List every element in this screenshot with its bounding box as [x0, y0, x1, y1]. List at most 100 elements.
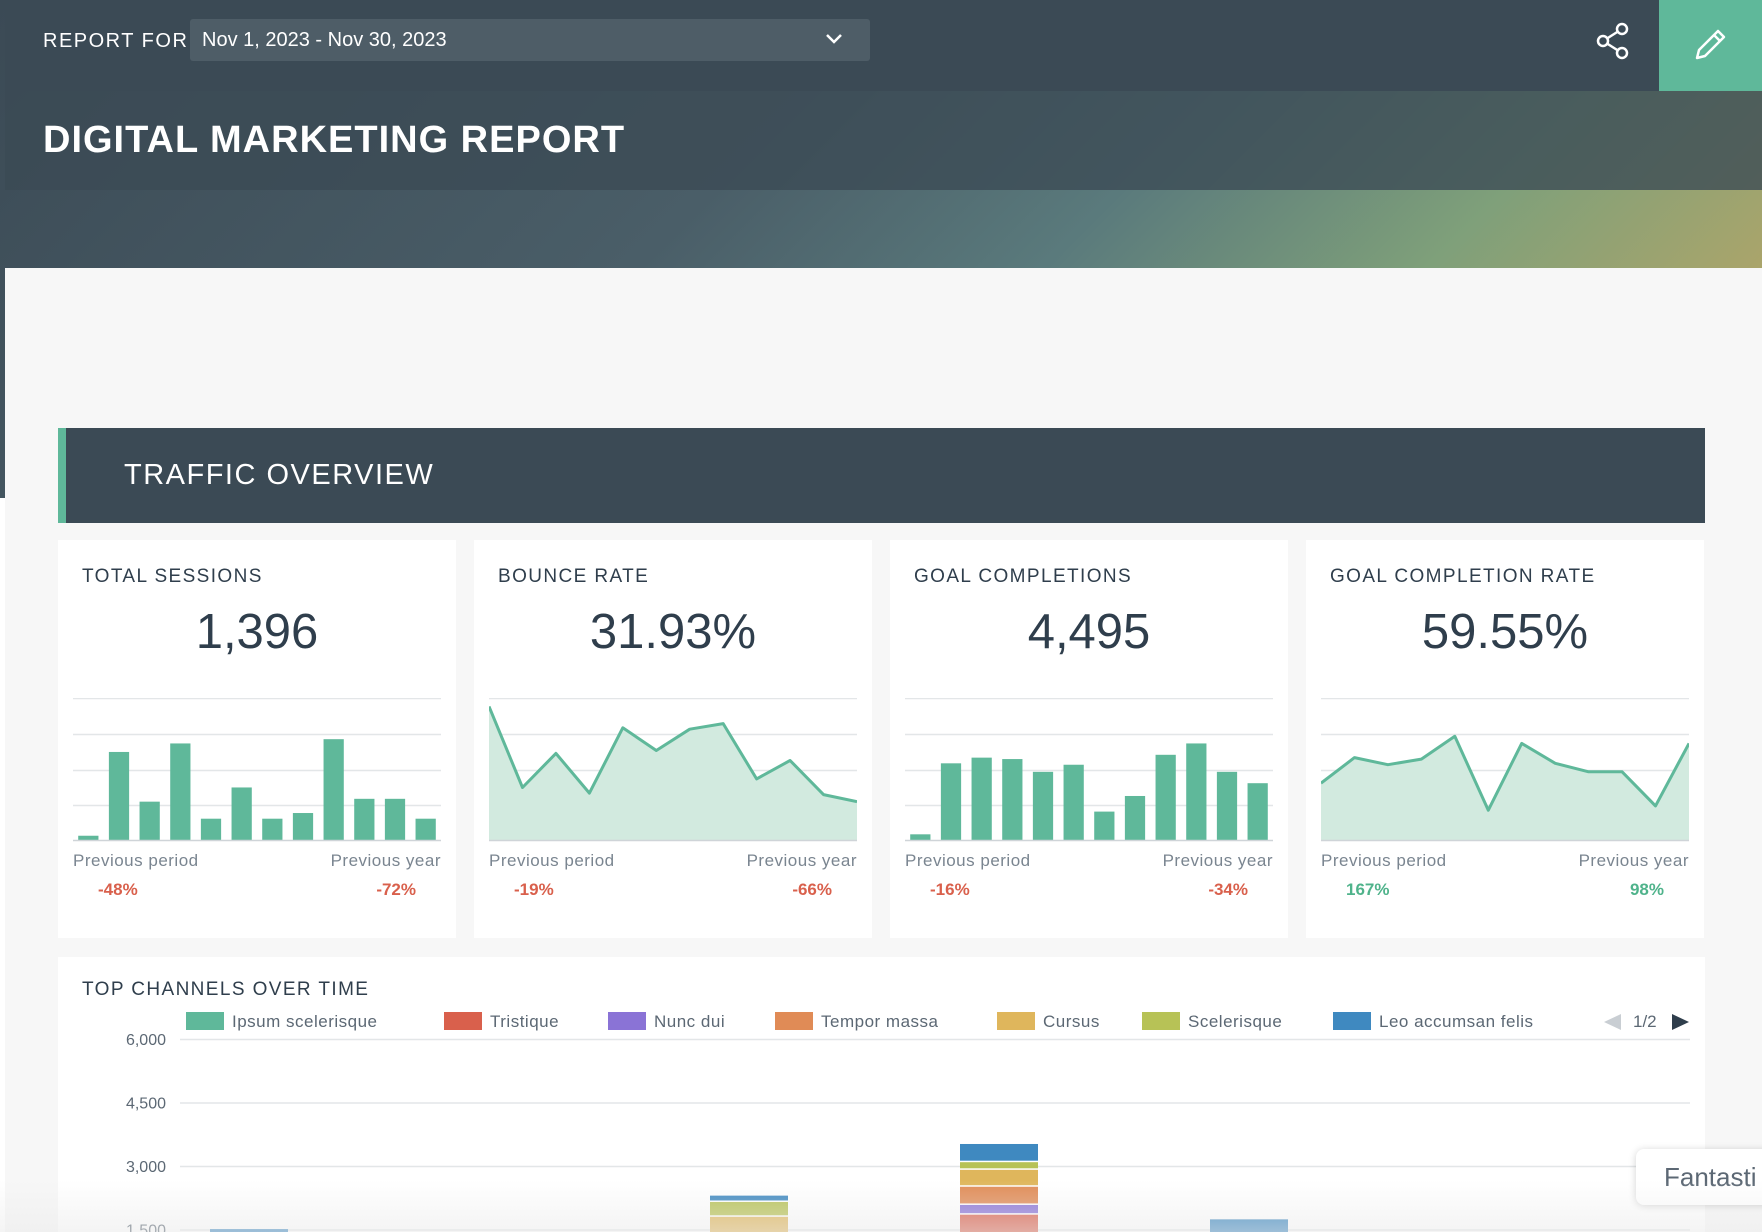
bar — [1186, 743, 1207, 840]
kpi-title: GOAL COMPLETION RATE — [1330, 566, 1596, 587]
legend-item-nunc-dui[interactable]: Nunc dui — [608, 1012, 725, 1032]
y-tick-label: 4,500 — [126, 1096, 166, 1113]
edit-button[interactable] — [1659, 0, 1762, 91]
title-band: DIGITAL MARKETING REPORT — [5, 91, 1762, 190]
stacked-bar-segment — [960, 1204, 1038, 1214]
legend-swatch — [775, 1012, 813, 1030]
legend-item-ipsum-scelerisque[interactable]: Ipsum scelerisque — [186, 1012, 378, 1032]
top-bar: REPORT FOR Nov 1, 2023 - Nov 30, 2023 — [5, 0, 1762, 91]
stacked-bar-segment — [960, 1186, 1038, 1204]
stacked-bar-segment — [960, 1169, 1038, 1186]
kpi-value: 31.93% — [589, 605, 757, 659]
previous-period-change: 167% — [1346, 880, 1390, 899]
section-title: TRAFFIC OVERVIEW — [124, 459, 435, 491]
legend-swatch — [186, 1012, 224, 1030]
top-channels-card: 6,000 4,500 3,000 1,500 TOP CHANNELS OVER T… — [58, 957, 1705, 1232]
legend-item-cursus[interactable]: Cursus — [997, 1012, 1100, 1032]
legend-swatch — [1142, 1012, 1180, 1030]
y-tick-label: 3,000 — [126, 1159, 166, 1176]
bar — [139, 801, 160, 840]
legend-prev-arrow-icon[interactable] — [1601, 1012, 1623, 1032]
legend-label: Nunc dui — [654, 1012, 726, 1031]
bar — [1124, 795, 1146, 840]
legend-item-tristique[interactable]: Tristique — [444, 1012, 559, 1032]
previous-year-change: -34% — [1208, 880, 1248, 899]
bar — [262, 818, 283, 840]
previous-period-label: Previous period — [905, 851, 1031, 870]
kpi-sparkline — [905, 698, 1273, 842]
previous-period-change: -19% — [514, 880, 554, 899]
date-range-dropdown[interactable]: Nov 1, 2023 - Nov 30, 2023 — [190, 19, 870, 61]
legend-swatch — [444, 1012, 482, 1030]
bar — [1002, 759, 1023, 840]
kpi-sparkline — [1321, 698, 1689, 842]
legend-item-tempor-massa[interactable]: Tempor massa — [775, 1012, 938, 1032]
bar — [200, 818, 222, 840]
page-title: DIGITAL MARKETING REPORT — [43, 119, 626, 161]
bar — [78, 835, 99, 840]
kpi-title: GOAL COMPLETIONS — [914, 566, 1133, 587]
date-range-value: Nov 1, 2023 - Nov 30, 2023 — [202, 29, 447, 51]
kpi-card-total-sessions: TOTAL SESSIONS 1,396 Previous period Pre… — [58, 540, 456, 938]
kpi-card-goal-completion-rate: GOAL COMPLETION RATE 59.55% Previous per… — [1306, 540, 1704, 938]
share-button[interactable] — [1593, 20, 1633, 62]
kpi-sparkline — [489, 698, 857, 842]
legend-label: Ipsum scelerisque — [232, 1012, 378, 1031]
line-series — [489, 705, 857, 804]
bar — [108, 751, 130, 840]
previous-year-label: Previous year — [746, 851, 857, 870]
legend-item-scelerisque[interactable]: Scelerisque — [1142, 1012, 1282, 1032]
kpi-card-bounce-rate: BOUNCE RATE 31.93% Previous period Previ… — [474, 540, 872, 938]
bar — [971, 757, 992, 840]
bar — [323, 739, 344, 840]
feedback-toast[interactable]: Fantasti — [1636, 1149, 1762, 1205]
y-tick-label: 1,500 — [126, 1223, 166, 1232]
previous-year-label: Previous year — [1578, 851, 1689, 870]
legend-next-arrow-icon[interactable] — [1670, 1012, 1692, 1032]
legend-item-leo-accumsan-felis[interactable]: Leo accumsan felis — [1333, 1012, 1534, 1032]
kpi-title: BOUNCE RATE — [498, 566, 650, 587]
previous-year-label: Previous year — [330, 851, 441, 870]
bar — [910, 834, 931, 840]
previous-period-change: -48% — [98, 880, 138, 899]
bar — [292, 813, 314, 840]
kpi-value: 4,495 — [1027, 605, 1151, 659]
legend-label: Tristique — [490, 1012, 560, 1031]
y-tick-label: 6,000 — [126, 1032, 166, 1049]
stacked-bar-segment — [710, 1216, 788, 1232]
legend-label: Tempor massa — [821, 1012, 939, 1031]
bar — [1155, 754, 1176, 840]
legend-label: Cursus — [1043, 1012, 1100, 1031]
bar — [1063, 764, 1084, 840]
report-for-label: REPORT FOR — [43, 30, 189, 52]
kpi-value: 59.55% — [1421, 605, 1589, 659]
stacked-bar-segment — [710, 1201, 788, 1216]
toast-text: Fantasti — [1664, 1162, 1757, 1192]
kpi-title: TOTAL SESSIONS — [82, 566, 263, 587]
bar — [1216, 771, 1238, 840]
bar — [1247, 783, 1268, 840]
bar — [1094, 811, 1115, 840]
previous-period-label: Previous period — [489, 851, 615, 870]
legend-page-indicator: 1/2 — [1633, 1012, 1657, 1031]
legend-label: Leo accumsan felis — [1379, 1012, 1534, 1031]
kpi-sparkline — [73, 698, 441, 842]
chevron-down-icon — [826, 34, 842, 44]
stacked-bar-segment — [1210, 1219, 1288, 1232]
bar — [1032, 771, 1054, 840]
bar — [384, 798, 406, 840]
bar — [354, 798, 375, 840]
bar — [231, 787, 252, 840]
legend-label: Scelerisque — [1188, 1012, 1283, 1031]
previous-period-label: Previous period — [73, 851, 199, 870]
bar — [940, 763, 962, 840]
previous-period-label: Previous period — [1321, 851, 1447, 870]
area-fill — [1321, 736, 1689, 840]
legend-swatch — [997, 1012, 1035, 1030]
legend-swatch — [608, 1012, 646, 1030]
previous-year-change: -66% — [792, 880, 832, 899]
line-series — [1321, 734, 1689, 812]
stacked-bar-segment — [960, 1214, 1038, 1232]
stacked-bar-segment — [710, 1195, 788, 1201]
pencil-icon — [1695, 29, 1726, 60]
